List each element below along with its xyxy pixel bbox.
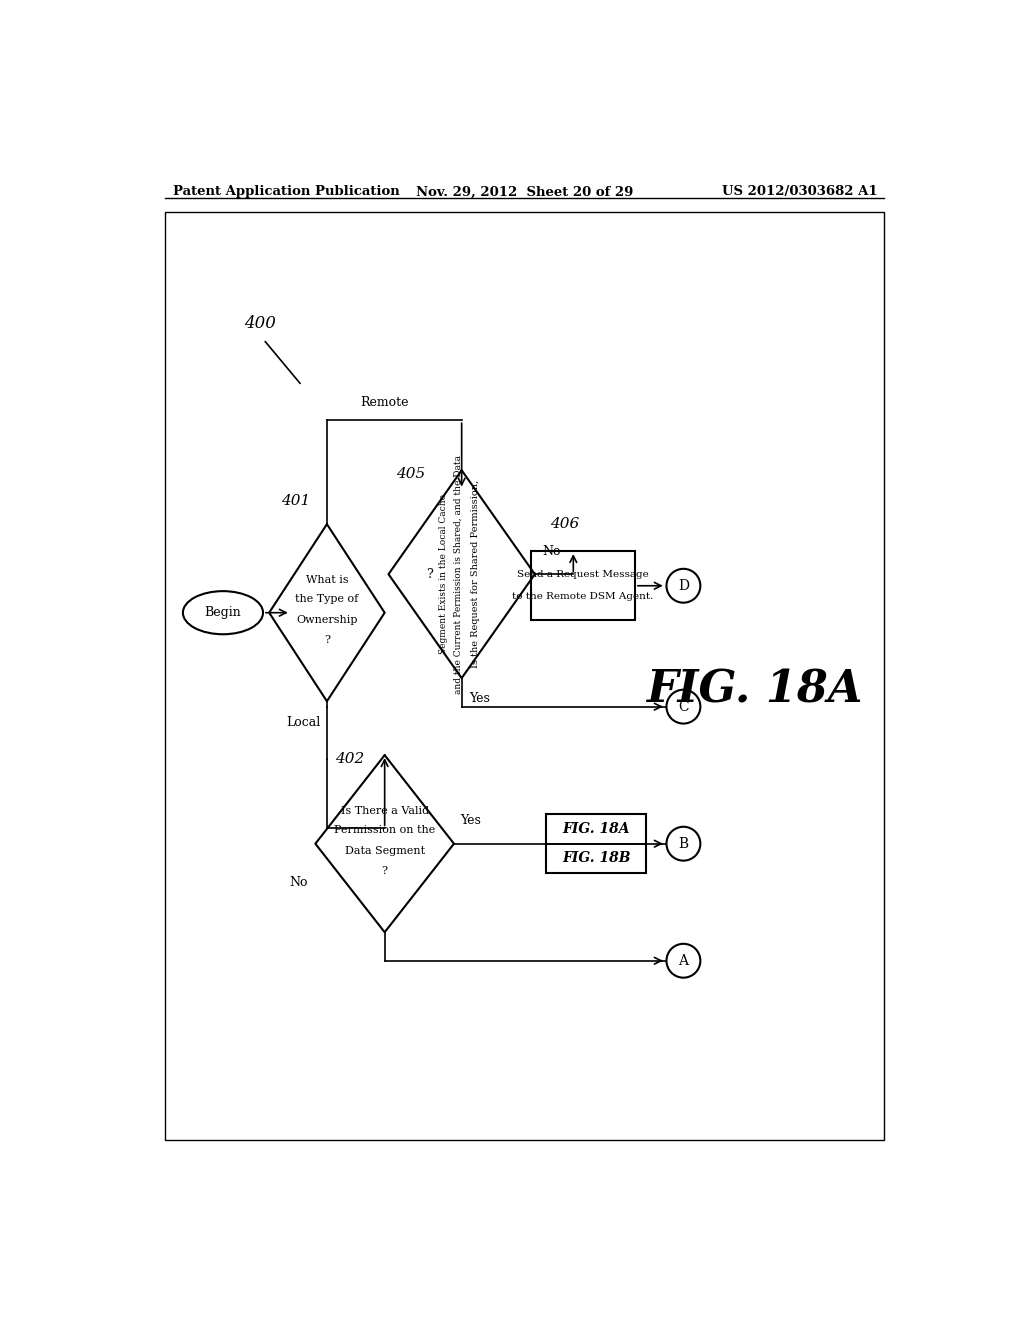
Text: Send a Request Message: Send a Request Message — [517, 570, 649, 579]
Text: Is the Request for Shared Permission,: Is the Request for Shared Permission, — [471, 480, 480, 668]
Text: 401: 401 — [281, 494, 310, 508]
Text: 400: 400 — [245, 314, 276, 331]
Text: No: No — [289, 875, 307, 888]
Text: B: B — [678, 837, 688, 850]
Text: Yes: Yes — [469, 692, 490, 705]
Text: FIG. 18A: FIG. 18A — [646, 668, 862, 711]
Text: Data Segment: Data Segment — [345, 846, 425, 857]
Text: No: No — [543, 545, 561, 557]
Text: A: A — [679, 954, 688, 968]
Text: to the Remote DSM Agent.: to the Remote DSM Agent. — [512, 593, 653, 601]
Text: Is There a Valid: Is There a Valid — [341, 807, 429, 816]
Text: Begin: Begin — [205, 606, 242, 619]
Text: ?: ? — [426, 568, 433, 581]
Bar — [547, 814, 646, 873]
Text: Segment Exists in the Local Cache: Segment Exists in the Local Cache — [438, 494, 447, 655]
Text: US 2012/0303682 A1: US 2012/0303682 A1 — [722, 185, 878, 198]
Text: 402: 402 — [336, 752, 365, 766]
Text: FIG. 18A: FIG. 18A — [562, 822, 630, 836]
Text: FIG. 18B: FIG. 18B — [562, 851, 631, 866]
Text: Remote: Remote — [360, 396, 409, 409]
Text: C: C — [678, 700, 689, 714]
Text: the Type of: the Type of — [295, 594, 358, 603]
Text: and the Current Permission is Shared, and the Data: and the Current Permission is Shared, an… — [454, 454, 463, 694]
Text: Yes: Yes — [460, 814, 481, 828]
Text: Permission on the: Permission on the — [334, 825, 435, 834]
Text: Local: Local — [287, 715, 321, 729]
Text: ?: ? — [324, 635, 330, 645]
Text: What is: What is — [305, 576, 348, 585]
Text: Nov. 29, 2012  Sheet 20 of 29: Nov. 29, 2012 Sheet 20 of 29 — [416, 185, 634, 198]
Text: 406: 406 — [550, 517, 580, 531]
Text: Patent Application Publication: Patent Application Publication — [173, 185, 399, 198]
Text: 405: 405 — [396, 467, 425, 480]
Text: Ownership: Ownership — [296, 615, 357, 626]
Bar — [531, 552, 635, 620]
Text: D: D — [678, 578, 689, 593]
Text: ?: ? — [382, 866, 388, 876]
